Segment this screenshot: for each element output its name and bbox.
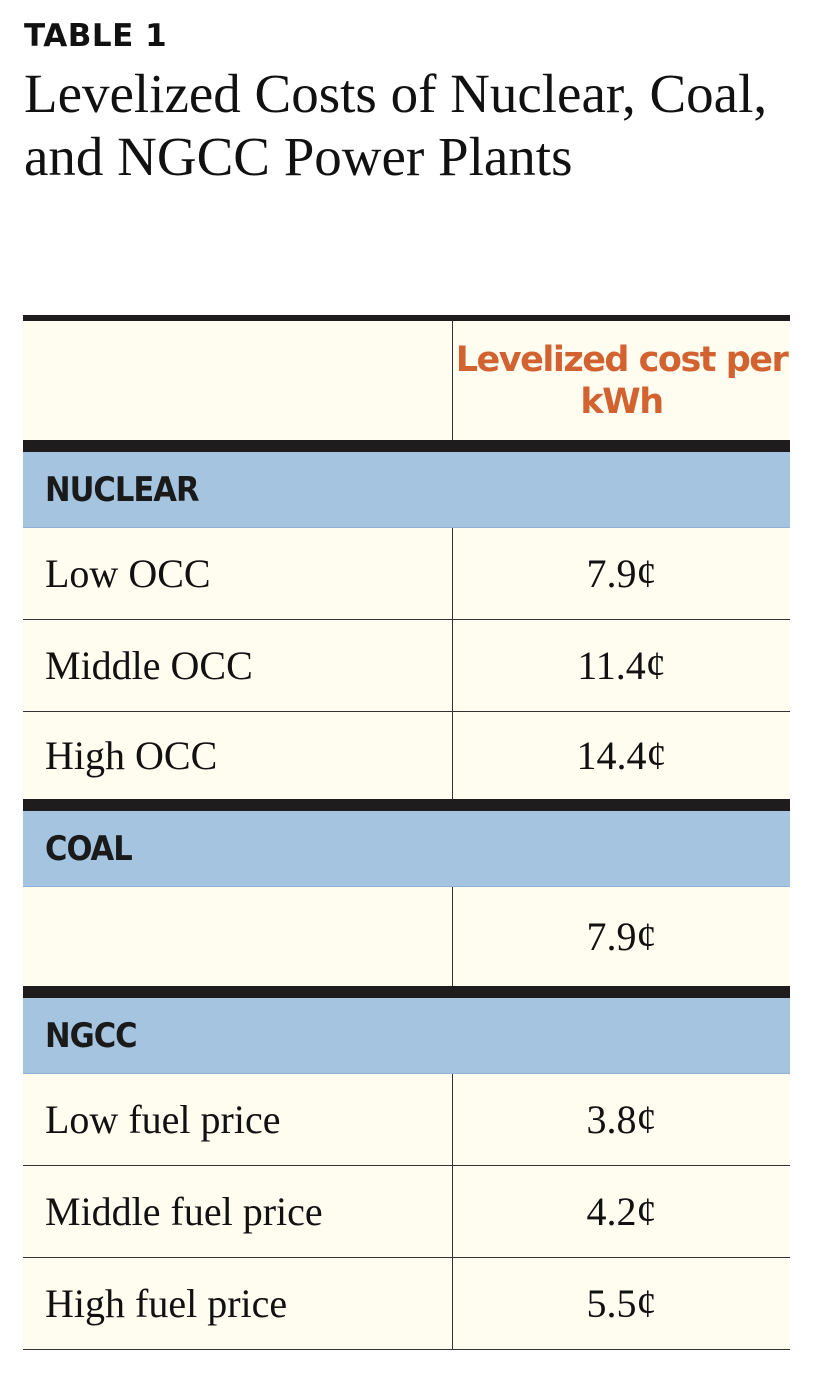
table-title: Levelized Costs of Nuclear, Coal, and NG…: [24, 63, 768, 187]
section-rule: [23, 986, 790, 998]
table-row: Middle OCC 11.4¢: [23, 620, 790, 712]
row-label: Middle fuel price: [23, 1166, 453, 1257]
table-row: Middle fuel price 4.2¢: [23, 1166, 790, 1258]
row-label: High OCC: [23, 712, 453, 799]
table-row: High fuel price 5.5¢: [23, 1258, 790, 1350]
table-row: Low fuel price 3.8¢: [23, 1074, 790, 1166]
row-value: 7.9¢: [586, 914, 657, 959]
cost-table: Levelized cost per kWh NUCLEAR Low OCC 7.…: [23, 315, 790, 1350]
section-header-coal: COAL: [23, 811, 790, 887]
row-label: Low OCC: [23, 528, 453, 619]
row-label: Low fuel price: [23, 1074, 453, 1165]
section-header-nuclear: NUCLEAR: [23, 452, 790, 528]
row-label: [23, 887, 453, 986]
row-value: 5.5¢: [586, 1281, 657, 1326]
row-value: 4.2¢: [586, 1189, 657, 1234]
section-rule: [23, 440, 790, 452]
table-row: High OCC 14.4¢: [23, 712, 790, 799]
header-empty-cell: [23, 321, 453, 440]
row-value: 7.9¢: [586, 551, 657, 596]
section-header-ngcc: NGCC: [23, 998, 790, 1074]
row-value: 14.4¢: [576, 733, 667, 778]
table-row: 7.9¢: [23, 887, 790, 986]
row-label: Middle OCC: [23, 620, 453, 711]
column-header: Levelized cost per kWh: [455, 339, 789, 422]
row-label: High fuel price: [23, 1258, 453, 1349]
section-rule: [23, 799, 790, 811]
top-rule: [23, 315, 790, 321]
row-value: 3.8¢: [586, 1097, 657, 1142]
row-value: 11.4¢: [577, 643, 666, 688]
table-row: Low OCC 7.9¢: [23, 528, 790, 620]
table-label: TABLE 1: [24, 18, 168, 54]
header-row: Levelized cost per kWh: [23, 321, 790, 440]
